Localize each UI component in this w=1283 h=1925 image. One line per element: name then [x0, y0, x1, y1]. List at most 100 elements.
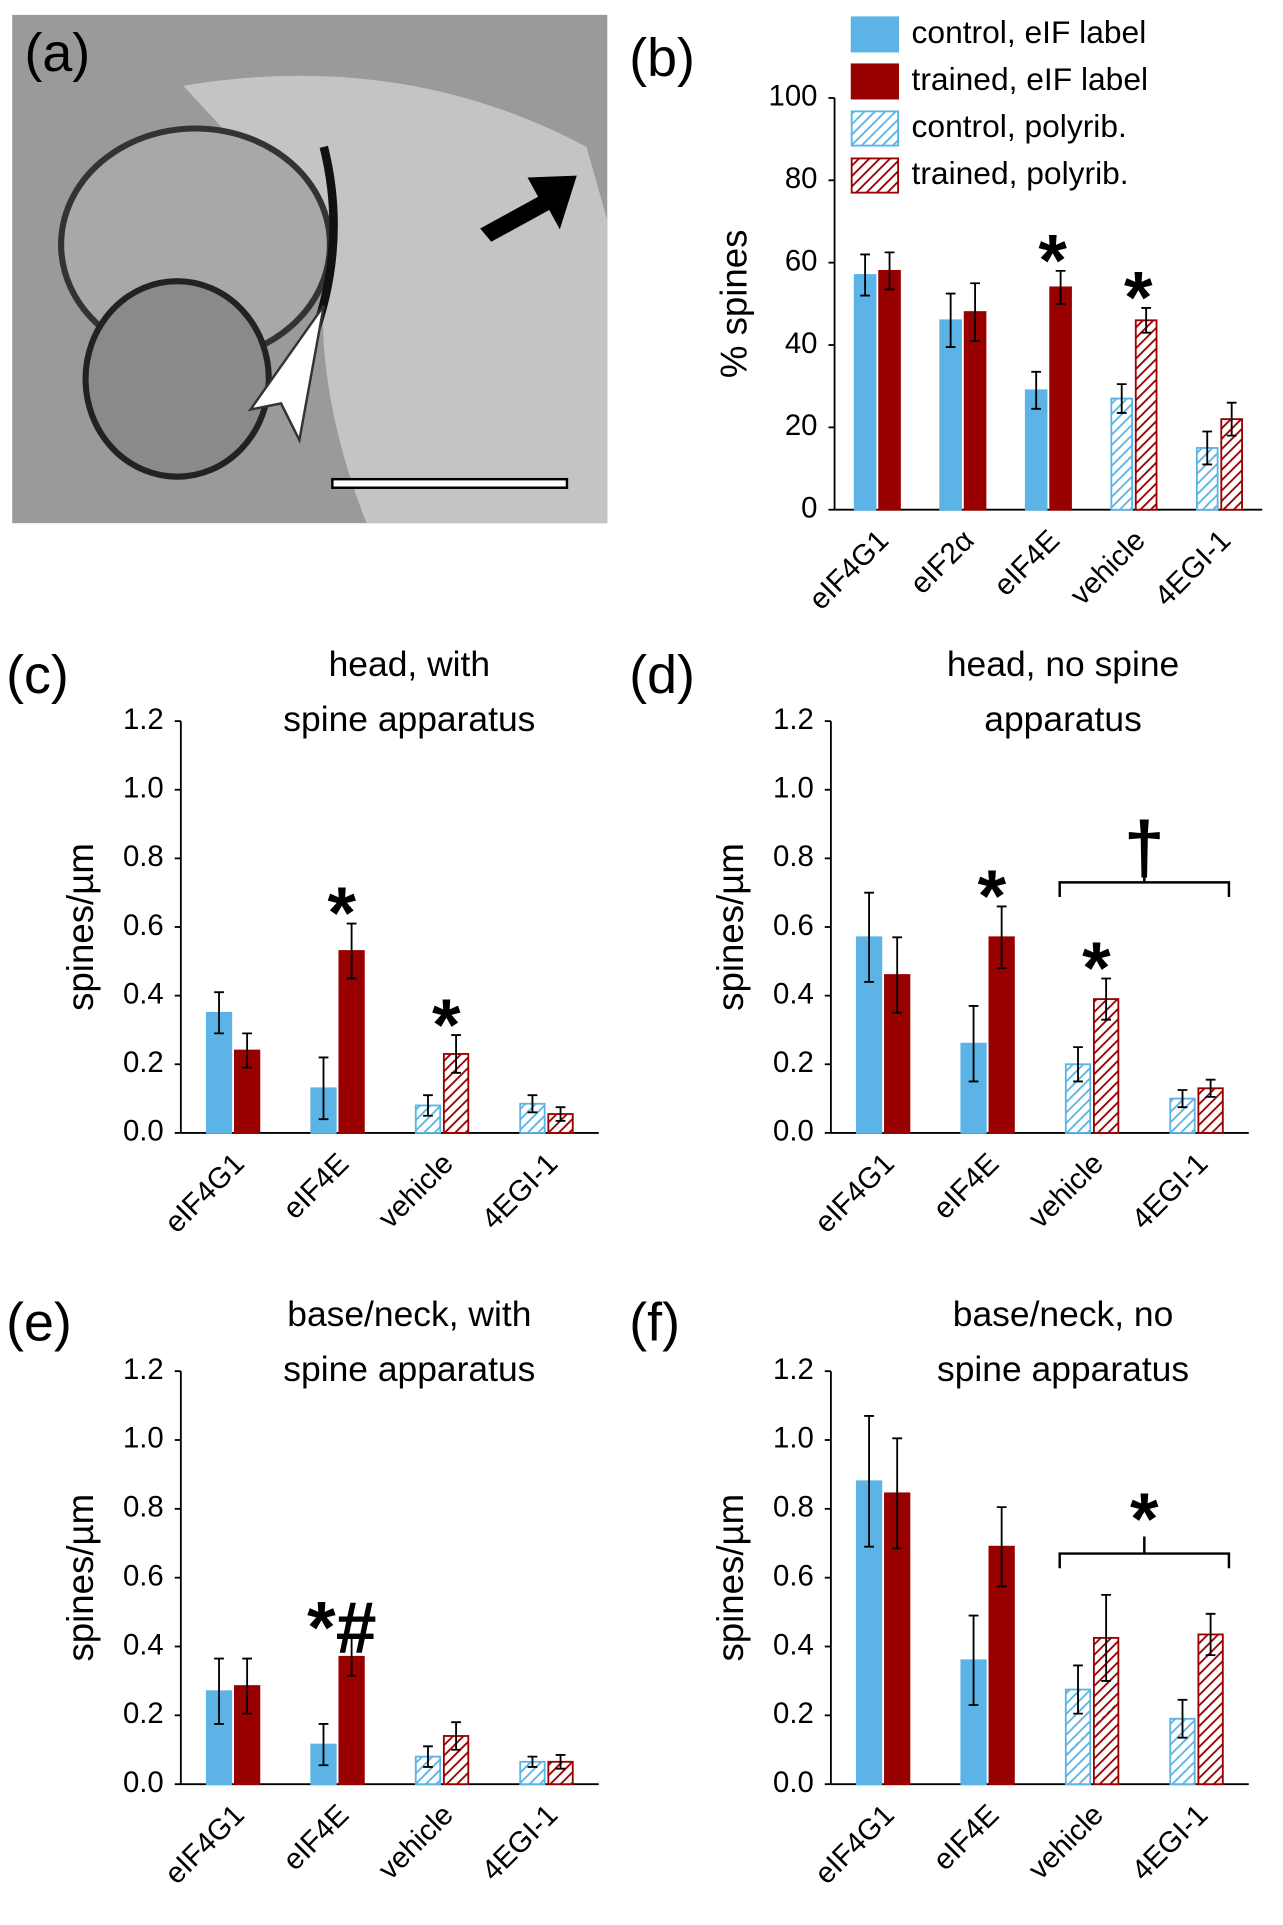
x-tick-label: eIF4G1 — [808, 1147, 900, 1239]
chart-title: spine apparatus — [283, 1349, 535, 1389]
x-tick-label: eIF4G1 — [158, 1147, 250, 1239]
error-bar — [527, 1755, 538, 1768]
error-bar — [1177, 1698, 1188, 1739]
x-tick-label: eIF4E — [988, 524, 1067, 603]
bar — [1092, 998, 1120, 1134]
y-tick-label: 0.8 — [773, 1491, 814, 1524]
y-tick-label: 0.0 — [773, 1115, 814, 1148]
legend-swatch — [850, 63, 900, 100]
error-bar — [346, 1636, 357, 1677]
y-axis-label: spines/µm — [710, 843, 751, 1011]
annotation: * — [1038, 220, 1067, 302]
x-tick-label: eIF4G1 — [803, 524, 895, 616]
bar — [988, 936, 1015, 1134]
error-bar — [1116, 383, 1127, 414]
x-tick-label: vehicle — [1022, 1147, 1110, 1235]
legend-label: control, eIF label — [912, 14, 1147, 50]
y-tick-label: 0.2 — [123, 1697, 164, 1730]
y-tick-label: 0 — [801, 491, 817, 524]
chart-title: head, with — [329, 644, 490, 684]
x-tick-label: eIF4G1 — [158, 1798, 250, 1890]
error-bar — [1205, 1612, 1216, 1657]
bar — [878, 269, 901, 511]
micrograph-mitochondrion — [82, 278, 272, 480]
error-bar — [892, 936, 903, 1014]
y-tick-label: 40 — [785, 327, 818, 360]
annotation: * — [432, 984, 461, 1066]
panel-label: (f) — [629, 1293, 680, 1353]
panel-label: (e) — [6, 1293, 72, 1353]
error-bar — [1141, 307, 1152, 334]
x-tick-label: vehicle — [372, 1147, 460, 1235]
y-tick-label: 0.4 — [773, 1628, 814, 1661]
x-tick-label: vehicle — [1064, 524, 1152, 612]
error-bar — [1205, 1078, 1216, 1098]
error-bar — [1202, 430, 1213, 466]
legend-label: control, polyrib. — [912, 108, 1127, 144]
panel-label: (b) — [629, 28, 695, 88]
y-axis-label: spines/µm — [60, 1494, 101, 1662]
chart-title: spine apparatus — [283, 699, 535, 739]
scale-bar — [331, 477, 569, 489]
bar — [338, 1655, 365, 1786]
annotation: *# — [307, 1587, 376, 1669]
error-bar — [451, 1721, 461, 1751]
x-tick-label: vehicle — [372, 1798, 460, 1886]
y-tick-label: 60 — [785, 244, 818, 277]
chart-title: head, no spine — [947, 644, 1179, 684]
y-tick-label: 20 — [785, 409, 818, 442]
y-tick-label: 0.6 — [123, 909, 164, 942]
error-bar — [555, 1106, 566, 1122]
error-bar — [968, 1005, 979, 1083]
error-bar — [555, 1754, 566, 1770]
error-bar — [968, 1614, 979, 1706]
y-tick-label: 1.2 — [773, 703, 814, 736]
y-tick-label: 0.2 — [773, 1046, 814, 1079]
annotation: * — [328, 872, 357, 954]
y-tick-label: 1.0 — [773, 1422, 814, 1455]
x-tick-label: eIF4E — [927, 1147, 1006, 1226]
error-bar — [884, 251, 895, 291]
y-tick-label: 1.2 — [123, 703, 164, 736]
legend-swatch — [850, 16, 900, 53]
bracket — [1058, 865, 1231, 898]
bar — [1197, 1633, 1224, 1786]
bracket — [1058, 1536, 1231, 1569]
panel-label: (d) — [629, 645, 695, 705]
error-bar — [1073, 1046, 1083, 1083]
error-bar — [423, 1745, 433, 1768]
error-bar — [864, 1415, 874, 1548]
legend-swatch — [850, 110, 900, 147]
y-tick-label: 1.0 — [773, 771, 814, 804]
error-bar — [970, 282, 980, 342]
error-bar — [423, 1094, 433, 1117]
y-axis-label: spines/µm — [710, 1494, 751, 1662]
x-tick-label: eIF4E — [277, 1147, 356, 1226]
error-bar — [996, 1506, 1007, 1588]
x-tick-label: 4EGI-1 — [1125, 1147, 1214, 1236]
x-tick-label: eIF4E — [277, 1798, 356, 1877]
y-tick-label: 0.0 — [123, 1766, 164, 1799]
bar — [1049, 286, 1072, 511]
error-bar — [242, 1657, 253, 1715]
x-tick-label: eIF2α — [904, 524, 981, 601]
error-bar — [1101, 1593, 1112, 1682]
error-bar — [1101, 977, 1112, 1021]
legend-label: trained, eIF label — [912, 61, 1149, 97]
x-tick-label: 4EGI-1 — [475, 1798, 564, 1887]
y-axis-label: spines/µm — [60, 843, 101, 1011]
bar — [939, 319, 962, 511]
error-bar — [242, 1032, 253, 1069]
y-tick-label: 1.0 — [123, 771, 164, 804]
y-tick-label: 0.6 — [123, 1559, 164, 1592]
legend-label: trained, polyrib. — [912, 155, 1129, 191]
error-bar — [860, 253, 870, 297]
x-tick-label: 4EGI-1 — [475, 1147, 564, 1236]
annotation: * — [978, 855, 1007, 937]
annotation: * — [1082, 927, 1111, 1009]
error-bar — [527, 1094, 538, 1114]
y-tick-label: 0.8 — [123, 1491, 164, 1524]
y-tick-label: 100 — [769, 80, 818, 113]
y-tick-label: 0.4 — [123, 1628, 164, 1661]
